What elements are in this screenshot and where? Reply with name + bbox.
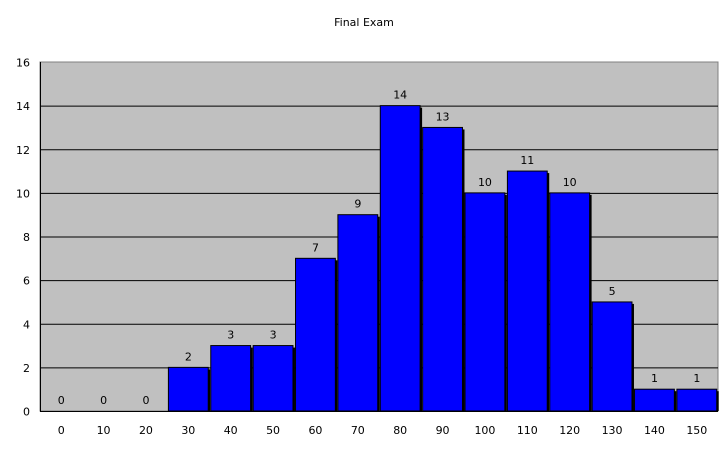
data-label: 9 xyxy=(354,198,361,211)
x-tick-label: 20 xyxy=(139,424,153,437)
x-tick-label: 150 xyxy=(686,424,707,437)
y-tick-label: 10 xyxy=(16,187,30,200)
x-tick-label: 120 xyxy=(559,424,580,437)
x-tick-label: 70 xyxy=(351,424,365,437)
data-label: 3 xyxy=(270,329,277,342)
bar xyxy=(464,192,506,412)
x-tick-label: 100 xyxy=(474,424,495,437)
bar xyxy=(506,170,548,412)
x-tick-label: 0 xyxy=(58,424,65,437)
x-tick-label: 50 xyxy=(266,424,280,437)
data-label: 1 xyxy=(693,372,700,385)
bar xyxy=(591,301,633,412)
data-label: 1 xyxy=(651,372,658,385)
data-label: 3 xyxy=(227,329,234,342)
y-tick-label: 12 xyxy=(16,144,30,157)
data-label: 0 xyxy=(58,394,65,407)
y-tick-label: 4 xyxy=(23,318,30,331)
x-tick-label: 140 xyxy=(644,424,665,437)
x-tick-label: 30 xyxy=(181,424,195,437)
data-label: 2 xyxy=(185,350,192,363)
chart-title: Final Exam xyxy=(334,16,394,29)
bar xyxy=(167,366,209,412)
bar xyxy=(210,345,252,412)
x-tick-label: 80 xyxy=(393,424,407,437)
bar xyxy=(634,388,675,412)
data-label: 10 xyxy=(563,176,577,189)
bar xyxy=(422,126,463,412)
x-tick-label: 60 xyxy=(308,424,322,437)
x-tick-label: 90 xyxy=(436,424,450,437)
y-tick-label: 2 xyxy=(23,362,30,375)
x-tick-label: 10 xyxy=(97,424,111,437)
bar xyxy=(676,388,718,412)
bar xyxy=(252,345,294,412)
data-label: 10 xyxy=(478,176,492,189)
bar xyxy=(295,257,336,412)
bar xyxy=(337,214,379,412)
x-tick-label: 130 xyxy=(602,424,623,437)
y-tick-label: 14 xyxy=(16,100,30,113)
data-label: 7 xyxy=(312,241,319,254)
bar xyxy=(379,105,421,412)
y-tick-label: 16 xyxy=(16,57,30,70)
x-tick-label: 40 xyxy=(224,424,238,437)
data-label: 5 xyxy=(609,285,616,298)
data-label: 0 xyxy=(100,394,107,407)
x-tick-label: 110 xyxy=(517,424,538,437)
data-label: 0 xyxy=(142,394,149,407)
y-tick-label: 0 xyxy=(23,406,30,419)
y-tick-label: 6 xyxy=(23,275,30,288)
y-tick-label: 8 xyxy=(23,231,30,244)
bar xyxy=(549,192,591,412)
data-label: 14 xyxy=(393,89,407,102)
data-label: 11 xyxy=(520,154,534,167)
data-label: 13 xyxy=(436,110,450,123)
